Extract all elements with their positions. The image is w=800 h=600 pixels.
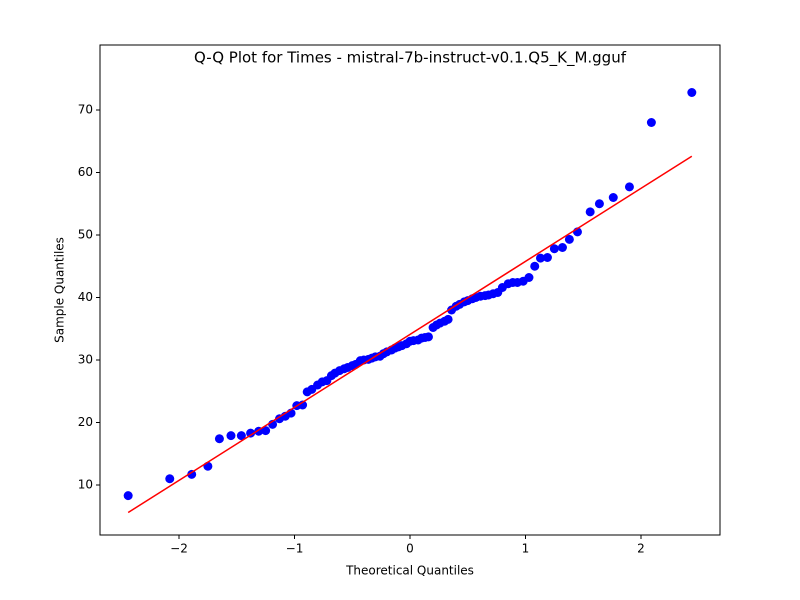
data-point xyxy=(564,234,574,244)
data-point xyxy=(557,243,567,252)
data-point xyxy=(203,461,213,471)
x-tick-label: 0 xyxy=(406,542,414,556)
chart-title: Q-Q Plot for Times - mistral-7b-instruct… xyxy=(194,49,627,68)
y-tick-label: 60 xyxy=(78,165,93,179)
data-point xyxy=(187,469,197,479)
x-tick-label: 1 xyxy=(522,542,530,556)
y-tick-label: 70 xyxy=(78,103,93,117)
data-point xyxy=(646,118,656,127)
data-point xyxy=(298,400,308,410)
data-point xyxy=(530,261,540,271)
y-axis-label: Sample Quantiles xyxy=(53,237,67,343)
data-point xyxy=(549,244,559,254)
y-tick-label: 40 xyxy=(78,290,93,304)
data-point xyxy=(123,491,133,501)
data-point xyxy=(214,434,224,444)
plot-frame xyxy=(99,44,721,536)
data-point xyxy=(585,207,595,217)
data-point xyxy=(246,428,256,438)
data-point xyxy=(608,193,618,202)
data-point xyxy=(261,426,271,436)
data-point xyxy=(687,88,697,97)
data-point xyxy=(594,199,604,209)
data-point xyxy=(226,431,236,441)
x-tick-label: 2 xyxy=(637,542,645,556)
y-tick-label: 50 xyxy=(78,228,93,242)
x-axis-label: Theoretical Quantiles xyxy=(345,564,474,578)
y-tick-label: 10 xyxy=(78,478,93,492)
data-point xyxy=(443,314,453,324)
y-tick-label: 30 xyxy=(78,353,93,367)
x-tick-label: −2 xyxy=(170,542,188,556)
data-point xyxy=(236,431,246,441)
data-point xyxy=(542,253,552,262)
data-point xyxy=(423,332,433,342)
data-point xyxy=(524,273,534,282)
reference-line xyxy=(127,155,693,514)
y-tick-label: 20 xyxy=(78,415,93,429)
x-tick-label: −1 xyxy=(286,542,304,556)
data-point xyxy=(536,253,546,263)
data-point xyxy=(165,474,175,484)
data-point xyxy=(624,182,634,192)
